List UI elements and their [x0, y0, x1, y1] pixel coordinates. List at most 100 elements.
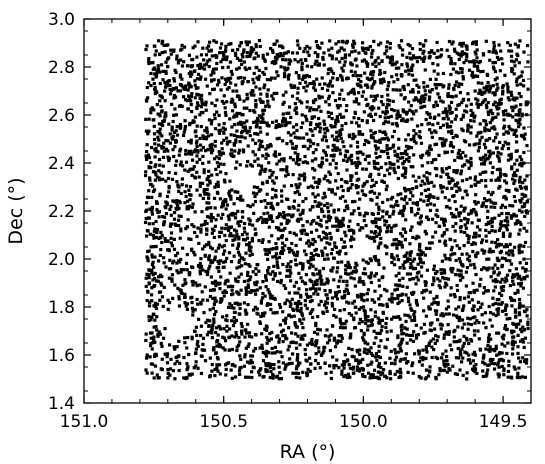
data-point [485, 73, 490, 77]
data-point [496, 309, 500, 313]
data-point [291, 158, 296, 162]
data-point [445, 110, 449, 114]
data-point [490, 324, 494, 328]
data-point [489, 178, 493, 182]
data-point [489, 337, 493, 341]
data-point [505, 216, 509, 220]
data-point [515, 219, 519, 223]
data-point [288, 269, 292, 273]
data-point [496, 86, 500, 90]
data-point [211, 306, 216, 310]
data-point [514, 267, 518, 271]
data-point [385, 105, 389, 110]
data-point [343, 373, 348, 378]
data-point [377, 344, 381, 348]
data-point [238, 306, 242, 311]
data-point [314, 267, 318, 271]
data-point [478, 348, 483, 352]
data-point [330, 54, 334, 58]
data-point [317, 94, 321, 98]
data-point [153, 148, 157, 152]
data-point [494, 314, 498, 318]
data-point [378, 71, 383, 76]
data-point [166, 371, 170, 375]
data-point [300, 321, 304, 326]
data-point [325, 309, 329, 313]
data-point [498, 357, 503, 362]
data-point [379, 81, 383, 85]
data-point [264, 354, 269, 358]
data-point [371, 373, 375, 377]
data-point [148, 300, 152, 304]
data-point [357, 206, 361, 210]
data-point [394, 237, 399, 242]
data-point [338, 308, 342, 313]
data-point [337, 289, 342, 294]
data-point [166, 155, 170, 159]
data-point [517, 248, 521, 252]
data-point [183, 336, 187, 340]
data-point [221, 315, 225, 319]
data-point [238, 340, 242, 344]
data-point [456, 155, 460, 159]
data-point [377, 62, 381, 66]
data-point [517, 91, 521, 96]
data-point [288, 230, 292, 235]
data-point [330, 46, 334, 50]
data-point [436, 277, 440, 281]
data-point [314, 282, 319, 287]
data-point [316, 124, 320, 129]
data-point [468, 317, 472, 321]
data-point [323, 288, 327, 293]
data-point [262, 374, 266, 379]
data-point [443, 110, 447, 114]
data-point [261, 108, 265, 113]
data-point [419, 154, 423, 158]
data-point [515, 96, 519, 100]
data-point [328, 67, 332, 71]
data-point [236, 94, 240, 98]
data-point [178, 200, 182, 205]
data-point [299, 58, 303, 62]
data-point [326, 97, 331, 101]
data-point [338, 317, 342, 321]
data-point [179, 191, 183, 196]
data-point [327, 114, 331, 119]
data-point [147, 189, 151, 193]
data-point [440, 368, 444, 372]
data-point [326, 210, 331, 214]
data-point [454, 184, 459, 188]
data-point [406, 83, 410, 87]
data-point [279, 124, 284, 128]
data-point [449, 140, 453, 145]
data-point [311, 99, 316, 103]
data-point [351, 132, 355, 136]
data-point [205, 221, 209, 226]
data-point [328, 82, 332, 86]
data-point [480, 313, 484, 317]
data-point [475, 56, 479, 60]
data-point [446, 172, 450, 176]
data-point [293, 258, 298, 262]
data-point [444, 354, 449, 359]
data-point [465, 233, 469, 237]
data-point [489, 250, 493, 254]
data-point [285, 298, 289, 302]
data-point [424, 117, 428, 122]
data-point [299, 293, 303, 298]
data-point [383, 173, 387, 178]
data-point [430, 217, 435, 221]
data-point [397, 44, 401, 48]
data-point [523, 214, 527, 219]
data-point [454, 70, 459, 74]
data-point [336, 50, 340, 54]
data-point [210, 335, 214, 340]
data-point [519, 95, 523, 99]
data-point [398, 367, 402, 371]
data-point [301, 136, 306, 140]
data-point [310, 339, 314, 344]
data-point [164, 69, 168, 73]
data-point [410, 110, 414, 114]
data-point [236, 250, 241, 254]
data-point [353, 70, 357, 74]
